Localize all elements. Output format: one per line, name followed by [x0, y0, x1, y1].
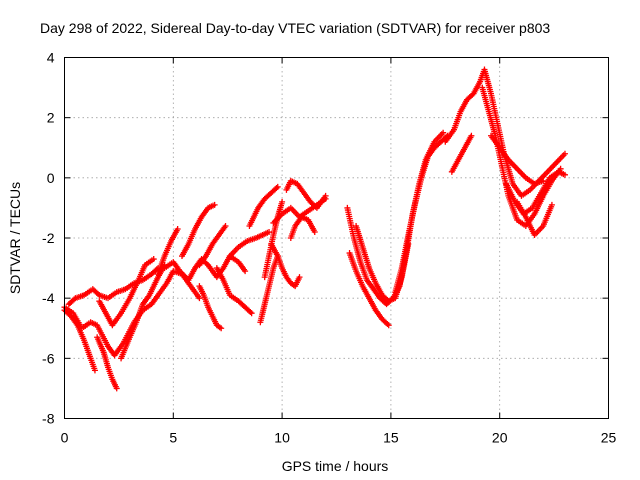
- data-point: [561, 150, 568, 157]
- x-tick-label: 5: [169, 430, 177, 446]
- data-point: [247, 309, 254, 316]
- series-track-r: [268, 241, 303, 290]
- y-tick-label: -4: [42, 290, 55, 306]
- series-track-d: [94, 334, 120, 392]
- series-track-w: [353, 222, 412, 305]
- x-tick-label: 20: [492, 430, 508, 446]
- data-point: [211, 201, 218, 208]
- y-tick-label: -2: [42, 230, 55, 246]
- data-point: [548, 201, 555, 208]
- data-point: [296, 274, 303, 281]
- data-point: [95, 290, 102, 297]
- series-track-i: [179, 201, 218, 260]
- data-point: [385, 322, 392, 329]
- y-tick-label: -8: [42, 411, 55, 427]
- y-tick-label: -6: [42, 350, 55, 366]
- series-track-g: [155, 225, 181, 278]
- series-track-s: [283, 177, 329, 211]
- x-tick-label: 15: [383, 430, 399, 446]
- series-track-n: [246, 183, 281, 229]
- series-track-k: [196, 283, 225, 332]
- series-track-ac: [487, 132, 547, 187]
- data-point: [311, 228, 318, 235]
- y-axis-label: SDTVAR / TECUs: [7, 182, 23, 294]
- data-point: [150, 256, 157, 263]
- series-track-l: [213, 265, 255, 317]
- series-track-p: [257, 253, 281, 326]
- data-point: [196, 295, 203, 302]
- data-points: [61, 66, 568, 392]
- series-track-c: [65, 265, 162, 308]
- data-point: [91, 367, 98, 374]
- data-point: [274, 183, 281, 190]
- data-point: [248, 310, 255, 317]
- series-track-j: [196, 222, 229, 269]
- y-tick-label: 2: [47, 110, 55, 126]
- data-point: [266, 228, 273, 235]
- data-point: [540, 177, 547, 184]
- data-point: [440, 129, 447, 136]
- series-track-z: [448, 132, 475, 175]
- series-track-m: [226, 228, 273, 260]
- data-point: [71, 296, 78, 303]
- series-track-b: [61, 307, 98, 374]
- data-point: [273, 185, 280, 192]
- series-track-t: [287, 213, 318, 241]
- data-point: [322, 192, 329, 199]
- grid-lines: [64, 57, 609, 419]
- x-axis-label: GPS time / hours: [282, 458, 389, 474]
- x-tick-label: 25: [601, 430, 617, 446]
- data-point: [242, 268, 249, 275]
- x-tick-labels: 0 5 10 15 20 25: [61, 430, 617, 446]
- y-tick-label: 0: [47, 170, 55, 186]
- x-tick-label: 10: [274, 430, 290, 446]
- data-point: [174, 225, 181, 232]
- y-tick-label: 4: [47, 50, 55, 66]
- series-track-e: [96, 256, 157, 329]
- series-track-ad: [514, 198, 555, 238]
- x-tick-label: 0: [61, 430, 69, 446]
- data-point: [113, 385, 120, 392]
- series-track-y: [442, 66, 568, 199]
- series-track-x: [392, 132, 451, 296]
- data-point: [218, 325, 225, 332]
- data-point: [468, 132, 475, 139]
- data-point: [222, 222, 229, 229]
- y-tick-labels: -8 -6 -4 -2 0 2 4: [42, 50, 55, 427]
- data-point: [279, 198, 286, 205]
- data-point: [384, 321, 391, 328]
- axis-ticks: [64, 57, 609, 419]
- series-track-v: [346, 250, 392, 329]
- data-point: [561, 171, 568, 178]
- chart-title: Day 298 of 2022, Sidereal Day-to-day VTE…: [40, 20, 550, 36]
